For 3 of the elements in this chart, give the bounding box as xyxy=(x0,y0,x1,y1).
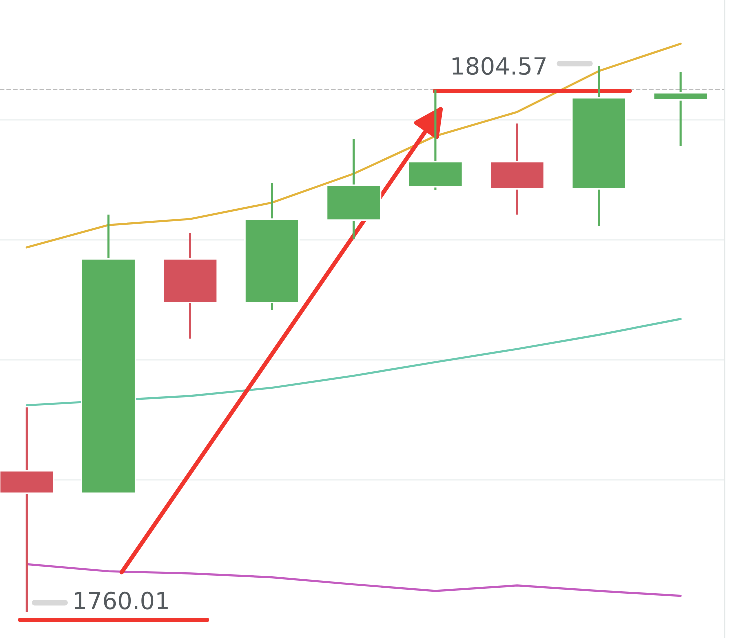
annotation: 1760.01 xyxy=(75,592,168,610)
candlestick xyxy=(653,71,709,148)
annotation: 1804.57 xyxy=(452,57,546,76)
